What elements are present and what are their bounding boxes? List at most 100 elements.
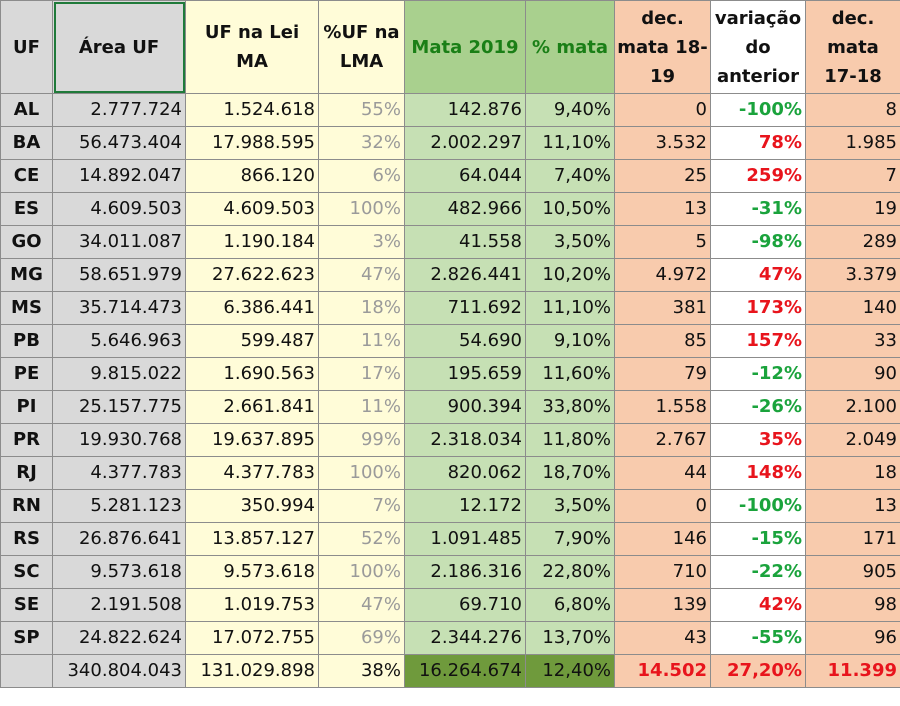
- cell-pct-mata[interactable]: 6,80%: [525, 588, 615, 622]
- cell-variacao[interactable]: 259%: [710, 159, 806, 193]
- cell-uf-na-lei[interactable]: 4.609.503: [185, 192, 319, 226]
- cell-variacao[interactable]: -55%: [710, 621, 806, 655]
- cell-pct-uf-lma[interactable]: 11%: [318, 324, 405, 358]
- cell-dec-mata-17-18[interactable]: 8: [805, 93, 900, 127]
- cell-uf[interactable]: MG: [0, 258, 53, 292]
- cell-variacao[interactable]: -15%: [710, 522, 806, 556]
- cell-mata-2019[interactable]: 2.002.297: [404, 126, 526, 160]
- cell-mata-2019[interactable]: 2.318.034: [404, 423, 526, 457]
- cell-dec-mata-17-18[interactable]: 33: [805, 324, 900, 358]
- cell-dec-mata-18-19[interactable]: 146: [614, 522, 711, 556]
- header-area-uf[interactable]: Área UF: [52, 0, 186, 94]
- cell-dec-mata-18-19[interactable]: 3.532: [614, 126, 711, 160]
- cell-dec-mata-17-18[interactable]: 96: [805, 621, 900, 655]
- cell-area-uf[interactable]: 14.892.047: [52, 159, 186, 193]
- cell-variacao[interactable]: -12%: [710, 357, 806, 391]
- cell-dec-mata-18-19[interactable]: 139: [614, 588, 711, 622]
- cell-dec-mata-18-19[interactable]: 2.767: [614, 423, 711, 457]
- cell-pct-uf-lma[interactable]: 100%: [318, 555, 405, 589]
- cell-uf-na-lei[interactable]: 1.524.618: [185, 93, 319, 127]
- cell-pct-mata[interactable]: 9,10%: [525, 324, 615, 358]
- cell-variacao[interactable]: -22%: [710, 555, 806, 589]
- header-pct-uf-lma[interactable]: %UF na LMA: [318, 0, 405, 94]
- cell-pct-uf-lma[interactable]: 100%: [318, 456, 405, 490]
- cell-dec-mata-18-19[interactable]: 43: [614, 621, 711, 655]
- cell-dec-mata-18-19[interactable]: 85: [614, 324, 711, 358]
- cell-pct-mata[interactable]: 13,70%: [525, 621, 615, 655]
- cell-pct-mata[interactable]: 7,40%: [525, 159, 615, 193]
- cell-dec-mata-17-18[interactable]: 11.399: [805, 654, 900, 688]
- cell-pct-mata[interactable]: 3,50%: [525, 489, 615, 523]
- cell-dec-mata-17-18[interactable]: 7: [805, 159, 900, 193]
- cell-mata-2019[interactable]: 41.558: [404, 225, 526, 259]
- header-uf[interactable]: UF: [0, 0, 53, 94]
- cell-dec-mata-17-18[interactable]: 1.985: [805, 126, 900, 160]
- cell-dec-mata-17-18[interactable]: 18: [805, 456, 900, 490]
- cell-dec-mata-17-18[interactable]: 171: [805, 522, 900, 556]
- cell-dec-mata-18-19[interactable]: 44: [614, 456, 711, 490]
- cell-uf-na-lei[interactable]: 131.029.898: [185, 654, 319, 688]
- cell-variacao[interactable]: 148%: [710, 456, 806, 490]
- cell-variacao[interactable]: 42%: [710, 588, 806, 622]
- cell-area-uf[interactable]: 25.157.775: [52, 390, 186, 424]
- cell-pct-mata[interactable]: 7,90%: [525, 522, 615, 556]
- cell-dec-mata-17-18[interactable]: 905: [805, 555, 900, 589]
- cell-variacao[interactable]: -31%: [710, 192, 806, 226]
- cell-uf[interactable]: PE: [0, 357, 53, 391]
- cell-variacao[interactable]: -98%: [710, 225, 806, 259]
- cell-uf[interactable]: ES: [0, 192, 53, 226]
- cell-uf[interactable]: RN: [0, 489, 53, 523]
- header-dec-mata-17-18[interactable]: dec. mata 17-18: [805, 0, 900, 94]
- cell-dec-mata-17-18[interactable]: 98: [805, 588, 900, 622]
- cell-area-uf[interactable]: 5.281.123: [52, 489, 186, 523]
- cell-pct-uf-lma[interactable]: 47%: [318, 258, 405, 292]
- cell-mata-2019[interactable]: 12.172: [404, 489, 526, 523]
- cell-mata-2019[interactable]: 16.264.674: [404, 654, 526, 688]
- cell-area-uf[interactable]: 26.876.641: [52, 522, 186, 556]
- cell-uf-na-lei[interactable]: 350.994: [185, 489, 319, 523]
- cell-dec-mata-18-19[interactable]: 14.502: [614, 654, 711, 688]
- cell-dec-mata-17-18[interactable]: 140: [805, 291, 900, 325]
- cell-uf[interactable]: PI: [0, 390, 53, 424]
- cell-area-uf[interactable]: 35.714.473: [52, 291, 186, 325]
- cell-pct-uf-lma[interactable]: 47%: [318, 588, 405, 622]
- cell-mata-2019[interactable]: 900.394: [404, 390, 526, 424]
- cell-variacao[interactable]: 47%: [710, 258, 806, 292]
- cell-uf[interactable]: RJ: [0, 456, 53, 490]
- cell-uf[interactable]: MS: [0, 291, 53, 325]
- cell-mata-2019[interactable]: 195.659: [404, 357, 526, 391]
- cell-variacao[interactable]: 157%: [710, 324, 806, 358]
- cell-dec-mata-17-18[interactable]: 19: [805, 192, 900, 226]
- cell-uf[interactable]: PB: [0, 324, 53, 358]
- cell-variacao[interactable]: -100%: [710, 489, 806, 523]
- cell-area-uf[interactable]: 4.377.783: [52, 456, 186, 490]
- cell-mata-2019[interactable]: 482.966: [404, 192, 526, 226]
- cell-mata-2019[interactable]: 2.826.441: [404, 258, 526, 292]
- cell-dec-mata-17-18[interactable]: 3.379: [805, 258, 900, 292]
- header-uf-na-lei[interactable]: UF na Lei MA: [185, 0, 319, 94]
- cell-area-uf[interactable]: 58.651.979: [52, 258, 186, 292]
- cell-uf-na-lei[interactable]: 13.857.127: [185, 522, 319, 556]
- cell-area-uf[interactable]: 9.573.618: [52, 555, 186, 589]
- cell-pct-uf-lma[interactable]: 7%: [318, 489, 405, 523]
- cell-uf[interactable]: [0, 654, 53, 688]
- cell-area-uf[interactable]: 340.804.043: [52, 654, 186, 688]
- cell-dec-mata-18-19[interactable]: 0: [614, 93, 711, 127]
- cell-uf-na-lei[interactable]: 599.487: [185, 324, 319, 358]
- cell-mata-2019[interactable]: 2.344.276: [404, 621, 526, 655]
- cell-pct-mata[interactable]: 11,80%: [525, 423, 615, 457]
- cell-dec-mata-17-18[interactable]: 13: [805, 489, 900, 523]
- cell-uf-na-lei[interactable]: 17.072.755: [185, 621, 319, 655]
- cell-area-uf[interactable]: 34.011.087: [52, 225, 186, 259]
- cell-area-uf[interactable]: 19.930.768: [52, 423, 186, 457]
- cell-uf-na-lei[interactable]: 9.573.618: [185, 555, 319, 589]
- cell-pct-mata[interactable]: 10,20%: [525, 258, 615, 292]
- cell-area-uf[interactable]: 56.473.404: [52, 126, 186, 160]
- cell-pct-uf-lma[interactable]: 17%: [318, 357, 405, 391]
- cell-uf[interactable]: SP: [0, 621, 53, 655]
- cell-variacao[interactable]: 173%: [710, 291, 806, 325]
- cell-mata-2019[interactable]: 142.876: [404, 93, 526, 127]
- cell-pct-uf-lma[interactable]: 3%: [318, 225, 405, 259]
- cell-pct-mata[interactable]: 12,40%: [525, 654, 615, 688]
- cell-pct-mata[interactable]: 3,50%: [525, 225, 615, 259]
